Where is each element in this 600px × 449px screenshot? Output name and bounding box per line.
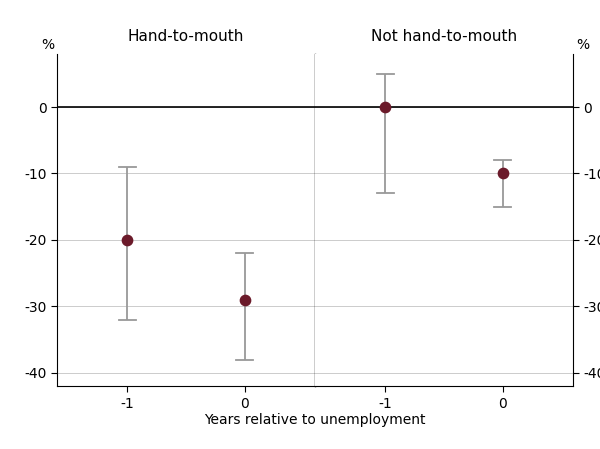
- Point: [498, 170, 508, 177]
- Text: %: %: [576, 38, 589, 52]
- Point: [240, 296, 250, 304]
- Point: [122, 236, 132, 243]
- Text: Hand-to-mouth: Hand-to-mouth: [128, 29, 244, 44]
- Text: Not hand-to-mouth: Not hand-to-mouth: [371, 29, 517, 44]
- Text: Years relative to unemployment: Years relative to unemployment: [204, 413, 426, 427]
- Text: %: %: [41, 38, 54, 52]
- Point: [380, 103, 390, 110]
